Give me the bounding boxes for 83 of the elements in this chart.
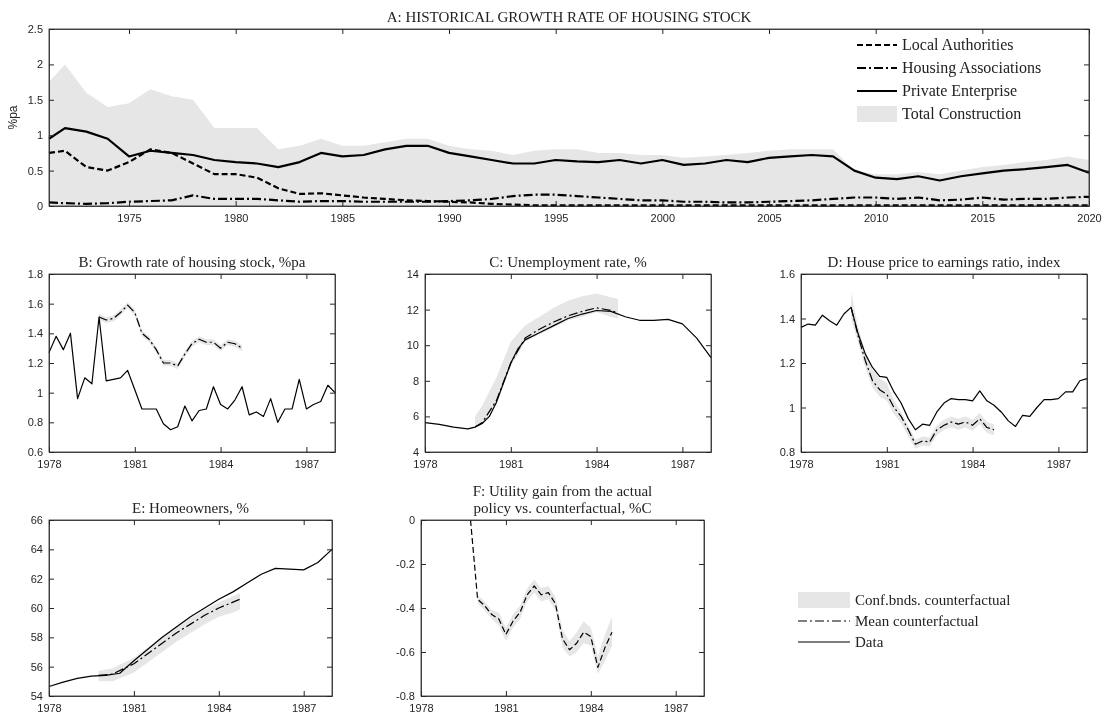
- y-tick-label: 0.8: [779, 446, 795, 459]
- y-tick-label: 1: [788, 401, 795, 414]
- chart-title: F: Utility gain from the actual policy vs. counterfactual, %C: [472, 482, 653, 516]
- x-tick-label: 1984: [579, 701, 604, 714]
- y-tick-label: 2: [36, 58, 43, 71]
- x-tick-label: 1995: [543, 211, 569, 224]
- y-tick-label: 62: [30, 572, 43, 585]
- y-tick-label: 0.6: [27, 446, 43, 459]
- y-tick-label: 0: [408, 514, 415, 527]
- legend-label: Private Enterprise: [902, 82, 1018, 100]
- y-tick-label: 0.8: [27, 416, 43, 429]
- x-tick-label: 2015: [970, 211, 996, 224]
- y-tick-label: 0.5: [27, 164, 43, 177]
- y-tick-label: 1.6: [27, 297, 43, 310]
- y-tick-label: 60: [30, 602, 43, 615]
- chart-title: A: HISTORICAL GROWTH RATE OF HOUSING STOCK: [386, 9, 752, 25]
- y-tick-label: 1.4: [27, 327, 43, 340]
- x-tick-label: 1987: [291, 701, 317, 714]
- y-tick-label: 0: [36, 200, 43, 213]
- y-tick-label: -0.8: [396, 690, 415, 703]
- x-tick-label: 1975: [117, 211, 142, 224]
- y-tick-label: 8: [412, 374, 419, 387]
- x-tick-label: 1981: [122, 701, 147, 714]
- y-tick-label: 1.5: [27, 93, 43, 106]
- x-tick-label: 1984: [584, 457, 610, 470]
- x-tick-label: 1987: [1046, 457, 1072, 470]
- x-tick-label: 1987: [663, 701, 689, 714]
- x-tick-label: 1981: [499, 457, 524, 470]
- y-tick-label: 14: [406, 268, 419, 281]
- x-tick-label: 1984: [960, 457, 986, 470]
- y-tick-label: 4: [412, 446, 419, 459]
- x-tick-label: 1981: [494, 701, 519, 714]
- x-tick-label: 2005: [757, 211, 782, 224]
- x-tick-label: 1978: [37, 701, 62, 714]
- y-tick-label: 2.5: [27, 23, 43, 36]
- x-tick-label: 1984: [207, 701, 232, 714]
- line-series: [469, 519, 613, 668]
- y-tick-label: 1: [36, 129, 43, 142]
- legend-label: Local Authorities: [902, 36, 1014, 53]
- y-tick-label: 6: [412, 410, 419, 423]
- line-series: [48, 548, 333, 688]
- y-tick-label: 1.4: [779, 312, 795, 325]
- y-tick-label: 64: [30, 543, 43, 556]
- y-tick-label: 56: [30, 660, 43, 673]
- x-tick-label: 1987: [294, 457, 320, 470]
- x-tick-label: 1980: [223, 211, 249, 224]
- x-tick-label: 1990: [437, 211, 462, 224]
- y-tick-label: 1.8: [27, 268, 43, 281]
- legend-label: Housing Associations: [902, 59, 1042, 77]
- x-tick-label: 2020: [1077, 211, 1102, 224]
- text: Conf.bnds. counterfactual: [855, 592, 1011, 608]
- y-tick-label: 10: [406, 339, 419, 352]
- x-tick-label: 1978: [37, 457, 62, 470]
- x-tick-label: 2010: [863, 211, 889, 224]
- legend-label: Total Construction: [902, 105, 1022, 122]
- x-tick-label: 1978: [409, 701, 434, 714]
- y-axis-title: %pa: [6, 105, 20, 130]
- y-tick-label: 58: [30, 631, 43, 644]
- y-tick-label: 1.2: [779, 357, 795, 370]
- y-tick-label: 12: [406, 303, 419, 316]
- x-tick-label: 1984: [208, 457, 234, 470]
- x-tick-label: 1985: [330, 211, 356, 224]
- x-tick-label: 1978: [413, 457, 438, 470]
- y-tick-label: 1.6: [779, 268, 795, 281]
- legend-label: Mean counterfactual: [855, 613, 979, 629]
- y-tick-label: 1.2: [27, 357, 43, 370]
- x-tick-label: 1981: [875, 457, 900, 470]
- x-tick-label: 1978: [789, 457, 814, 470]
- y-tick-label: 66: [30, 514, 43, 527]
- chart-title: D: House price to earnings ratio, index: [827, 254, 1061, 270]
- y-tick-label: -0.6: [396, 646, 415, 659]
- y-tick-label: 1: [36, 386, 43, 399]
- chart-title: C: Unemployment rate, %: [489, 254, 647, 270]
- line-series: [424, 309, 712, 430]
- chart-title: E: Homeowners, %: [131, 500, 250, 516]
- x-tick-label: 1987: [670, 457, 696, 470]
- y-tick-label: 54: [30, 690, 43, 703]
- chart-title: B: Growth rate of housing stock, %pa: [78, 254, 306, 270]
- x-tick-label: 2000: [650, 211, 676, 224]
- x-tick-label: 1981: [123, 457, 148, 470]
- y-tick-label: -0.4: [396, 602, 415, 615]
- legend-label: Data: [855, 634, 884, 650]
- y-tick-label: -0.2: [396, 558, 415, 571]
